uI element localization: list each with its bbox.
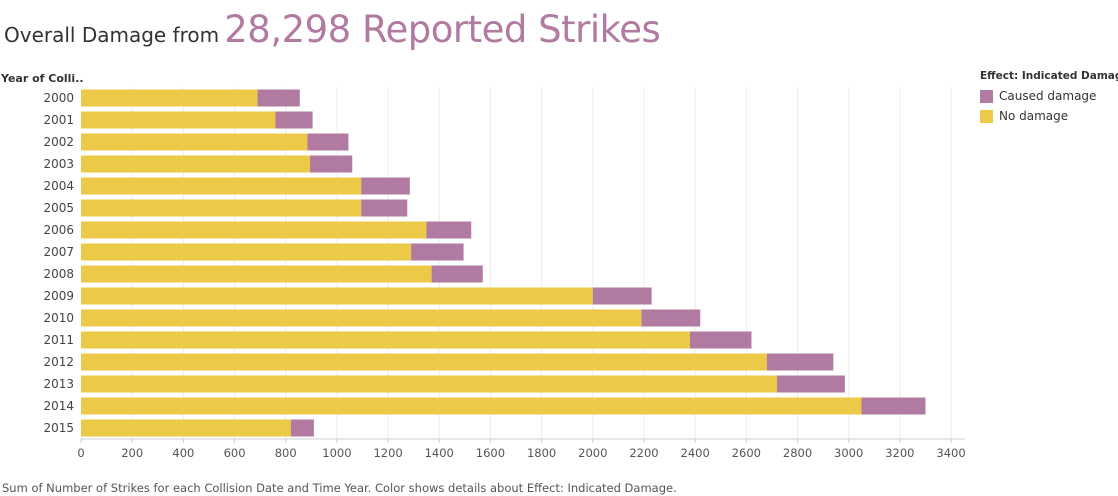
y-tick-label-2003: 2003: [43, 157, 74, 171]
legend-label-no-damage: No damage: [999, 109, 1069, 123]
bar-no-damage-2013[interactable]: [81, 375, 778, 393]
bar-caused-damage-2002[interactable]: [307, 133, 349, 151]
legend-item-no-damage[interactable]: No damage: [980, 106, 1118, 126]
y-tick-label-2006: 2006: [43, 223, 74, 237]
footer-caption: Sum of Number of Strikes for each Collis…: [2, 481, 677, 495]
legend-swatch-caused-damage: [980, 89, 993, 103]
x-tick-label: 3000: [834, 446, 863, 460]
y-tick-label-2011: 2011: [43, 333, 74, 347]
y-tick-label-2002: 2002: [43, 135, 74, 149]
bar-no-damage-2002[interactable]: [81, 133, 308, 151]
bar-caused-damage-2011[interactable]: [690, 331, 752, 349]
x-tick-label: 1800: [527, 446, 556, 460]
x-tick-label: 1600: [476, 446, 505, 460]
x-tick-label: 1400: [425, 446, 454, 460]
x-tick-label: 2600: [732, 446, 761, 460]
x-tick-label: 2000: [578, 446, 607, 460]
legend-title: Effect: Indicated Damage: [980, 70, 1118, 82]
bar-no-damage-2005[interactable]: [81, 199, 362, 217]
x-tick-label: 3200: [885, 446, 914, 460]
bar-no-damage-2008[interactable]: [81, 265, 432, 283]
y-tick-label-2015: 2015: [43, 421, 74, 435]
y-tick-label-2004: 2004: [43, 179, 74, 193]
bar-no-damage-2001[interactable]: [81, 111, 276, 129]
x-tick-label: 0: [77, 446, 84, 460]
bar-caused-damage-2003[interactable]: [310, 155, 353, 173]
bar-caused-damage-2004[interactable]: [361, 177, 410, 195]
bar-no-damage-2014[interactable]: [81, 397, 862, 415]
legend-swatch-no-damage: [980, 109, 993, 123]
bar-caused-damage-2000[interactable]: [257, 89, 300, 107]
x-tick-label: 3400: [936, 446, 965, 460]
y-axis-header[interactable]: Year of Colli..: [1, 72, 84, 85]
bar-no-damage-2003[interactable]: [81, 155, 311, 173]
bar-caused-damage-2014[interactable]: [861, 397, 926, 415]
y-tick-label-2014: 2014: [43, 399, 74, 413]
bar-caused-damage-2006[interactable]: [426, 221, 472, 239]
y-tick-label-2005: 2005: [43, 201, 74, 215]
x-tick-label: 800: [275, 446, 297, 460]
y-tick-label-2001: 2001: [43, 113, 74, 127]
bar-caused-damage-2010[interactable]: [641, 309, 701, 327]
y-tick-label-2007: 2007: [43, 245, 74, 259]
x-tick-label: 2800: [783, 446, 812, 460]
bar-no-damage-2011[interactable]: [81, 331, 691, 349]
chart-title: Overall Damage from 28,298 Reported Stri…: [4, 8, 661, 51]
x-tick-label: 200: [121, 446, 143, 460]
bar-no-damage-2009[interactable]: [81, 287, 593, 305]
bar-caused-damage-2005[interactable]: [361, 199, 408, 217]
bar-no-damage-2004[interactable]: [81, 177, 362, 195]
x-tick-label: 400: [172, 446, 194, 460]
bar-no-damage-2015[interactable]: [81, 419, 291, 437]
bar-caused-damage-2009[interactable]: [592, 287, 652, 305]
bar-chart: 2000200120022003200420052006200720082009…: [43, 87, 966, 460]
bar-caused-damage-2013[interactable]: [777, 375, 845, 393]
y-tick-label-2012: 2012: [43, 355, 74, 369]
title-highlight: 28,298 Reported Strikes: [224, 8, 661, 51]
y-tick-label-2013: 2013: [43, 377, 74, 391]
bar-caused-damage-2007[interactable]: [411, 243, 464, 261]
x-tick-label: 1200: [373, 446, 402, 460]
legend-item-caused-damage[interactable]: Caused damage: [980, 86, 1118, 106]
bar-no-damage-2010[interactable]: [81, 309, 642, 327]
bar-no-damage-2012[interactable]: [81, 353, 767, 371]
x-tick-label: 1000: [322, 446, 351, 460]
bar-no-damage-2006[interactable]: [81, 221, 427, 239]
y-tick-label-2010: 2010: [43, 311, 74, 325]
legend: Effect: Indicated Damage Caused damage N…: [980, 70, 1118, 126]
x-tick-label: 2400: [681, 446, 710, 460]
title-prefix: Overall Damage from: [4, 23, 220, 47]
x-tick-label: 2200: [629, 446, 658, 460]
x-tick-label: 600: [224, 446, 246, 460]
y-tick-label-2000: 2000: [43, 91, 74, 105]
legend-label-caused-damage: Caused damage: [999, 89, 1097, 103]
bar-caused-damage-2001[interactable]: [275, 111, 313, 129]
bar-no-damage-2007[interactable]: [81, 243, 412, 261]
y-tick-label-2009: 2009: [43, 289, 74, 303]
bar-no-damage-2000[interactable]: [81, 89, 258, 107]
bar-caused-damage-2015[interactable]: [290, 419, 314, 437]
bar-caused-damage-2008[interactable]: [431, 265, 483, 283]
bar-caused-damage-2012[interactable]: [766, 353, 834, 371]
y-tick-label-2008: 2008: [43, 267, 74, 281]
